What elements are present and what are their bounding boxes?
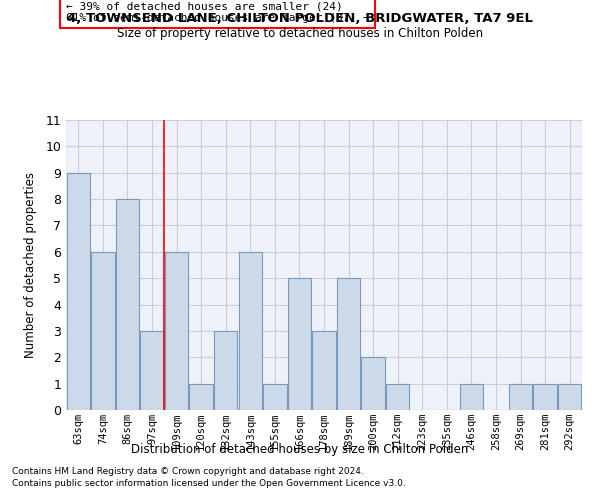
Bar xyxy=(239,252,262,410)
Bar xyxy=(91,252,115,410)
Bar xyxy=(533,384,557,410)
Bar xyxy=(165,252,188,410)
Bar xyxy=(558,384,581,410)
Bar xyxy=(386,384,409,410)
Bar xyxy=(509,384,532,410)
Text: Contains public sector information licensed under the Open Government Licence v3: Contains public sector information licen… xyxy=(12,478,406,488)
Bar xyxy=(263,384,287,410)
Text: 4 TOWNSEND LANE: 102sqm
← 39% of detached houses are smaller (24)
61% of semi-de: 4 TOWNSEND LANE: 102sqm ← 39% of detache… xyxy=(66,0,370,22)
Bar xyxy=(361,358,385,410)
Text: Distribution of detached houses by size in Chilton Polden: Distribution of detached houses by size … xyxy=(131,442,469,456)
Bar xyxy=(214,331,238,410)
Bar xyxy=(116,199,139,410)
Bar xyxy=(313,331,335,410)
Bar xyxy=(460,384,483,410)
Bar xyxy=(140,331,164,410)
Bar xyxy=(67,172,90,410)
Text: 4, TOWNSEND LANE, CHILTON POLDEN, BRIDGWATER, TA7 9EL: 4, TOWNSEND LANE, CHILTON POLDEN, BRIDGW… xyxy=(67,12,533,26)
Bar xyxy=(288,278,311,410)
Bar xyxy=(337,278,360,410)
Text: Contains HM Land Registry data © Crown copyright and database right 2024.: Contains HM Land Registry data © Crown c… xyxy=(12,467,364,476)
Bar xyxy=(190,384,213,410)
Y-axis label: Number of detached properties: Number of detached properties xyxy=(24,172,37,358)
Text: Size of property relative to detached houses in Chilton Polden: Size of property relative to detached ho… xyxy=(117,28,483,40)
